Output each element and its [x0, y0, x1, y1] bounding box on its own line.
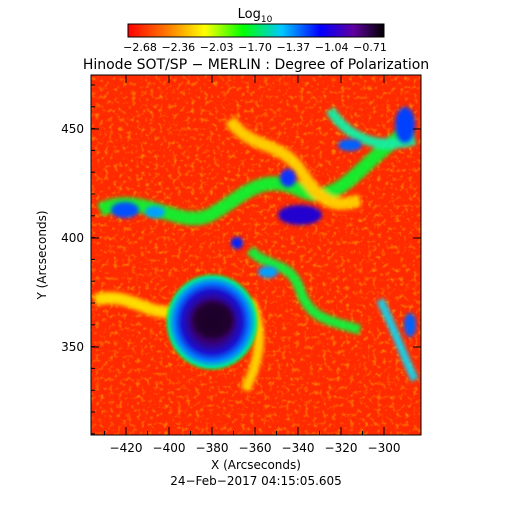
x-tick-label: −320: [325, 441, 358, 455]
colorbar-tick-label: −2.36: [161, 41, 195, 54]
y-axis-label: Y (Arcseconds): [35, 210, 49, 300]
x-axis-ticks: −420 −400 −380 −360 −340 −320 −300: [104, 75, 401, 455]
polarization-map: [91, 75, 421, 435]
colorbar-tick-label: −0.71: [353, 41, 387, 54]
x-tick-label: −360: [239, 441, 272, 455]
y-tick-label: 450: [61, 122, 84, 136]
timestamp: 24−Feb−2017 04:15:05.605: [170, 474, 342, 488]
y-tick-label: 400: [61, 231, 84, 245]
x-tick-label: −400: [153, 441, 186, 455]
colorbar-tick-label: −1.70: [238, 41, 272, 54]
colorbar-tick-label: −2.03: [200, 41, 234, 54]
colorbar-ticks: −2.68 −2.36 −2.03 −1.70 −1.37 −1.04 −0.71: [123, 41, 387, 54]
y-axis-ticks: 450 400 350: [61, 84, 421, 435]
x-tick-label: −380: [196, 441, 229, 455]
colorbar-label: Log10: [238, 7, 273, 25]
colorbar-tick-label: −1.04: [315, 41, 349, 54]
colorbar: [127, 23, 385, 38]
plot-frame: [90, 74, 422, 436]
y-tick-label: 350: [61, 340, 84, 354]
x-tick-label: −340: [282, 441, 315, 455]
x-tick-label: −420: [110, 441, 143, 455]
x-tick-label: −300: [368, 441, 401, 455]
x-axis-label: X (Arcseconds): [211, 458, 301, 472]
plot-title: Hinode SOT/SP − MERLIN : Degree of Polar…: [83, 57, 429, 73]
colorbar-tick-label: −2.68: [123, 41, 157, 54]
colorbar-tick-label: −1.37: [276, 41, 310, 54]
